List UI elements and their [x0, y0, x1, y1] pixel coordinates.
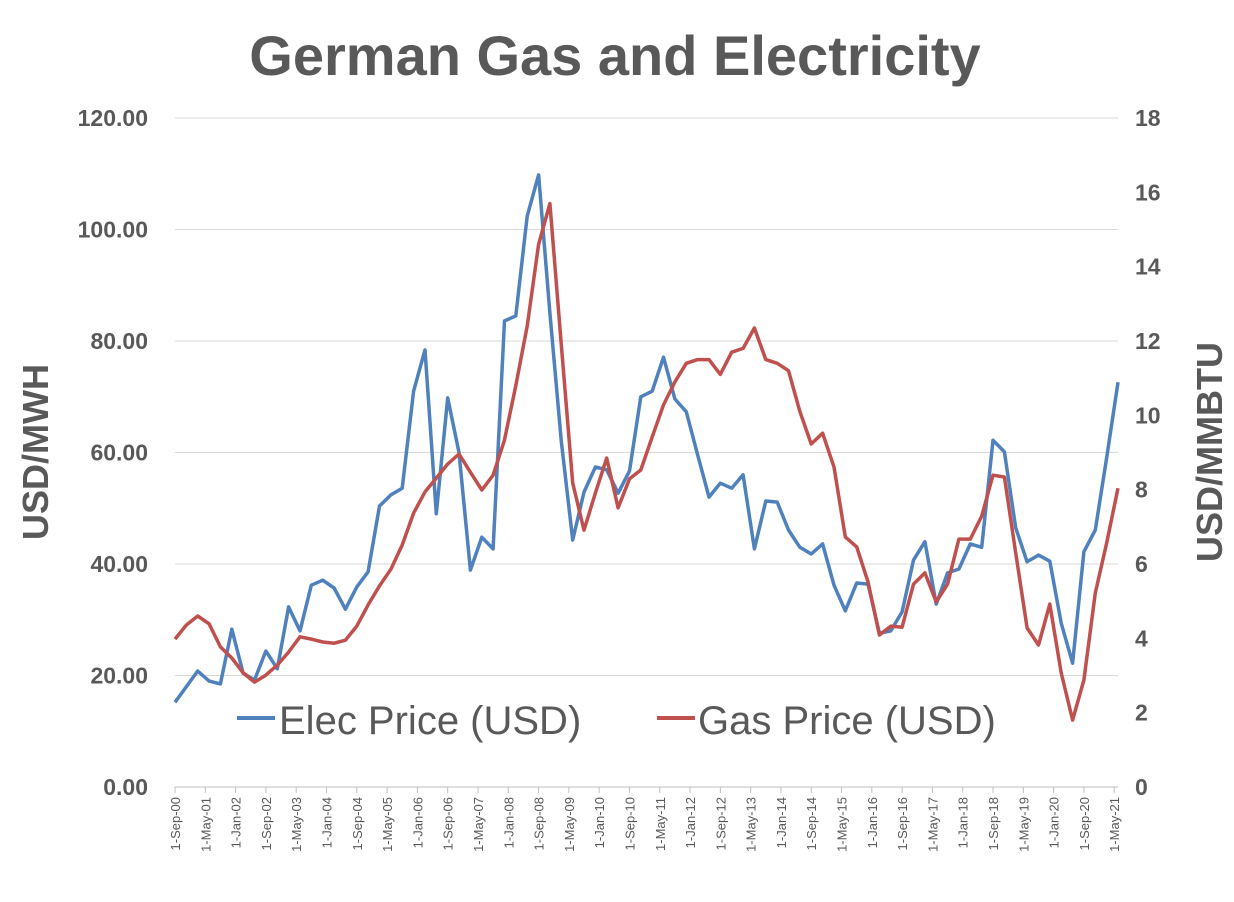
- left-tick-label: 120.00: [78, 105, 148, 131]
- x-tick-label: 1-May-01: [198, 797, 213, 852]
- x-tick-label: 1-Jan-04: [319, 797, 334, 848]
- x-tick-label: 1-Sep-18: [986, 797, 1001, 850]
- right-axis-title: USD/MMBTU: [1189, 342, 1230, 562]
- x-tick-label: 1-May-07: [471, 797, 486, 852]
- x-tick-label: 1-Sep-04: [350, 797, 365, 850]
- x-tick-label: 1-Sep-10: [622, 797, 637, 850]
- gas-price-line: [175, 204, 1118, 721]
- x-tick-label: 1-Sep-00: [168, 797, 183, 850]
- right-tick-label: 16: [1135, 179, 1161, 205]
- left-axis-ticks: 0.00 20.00 40.00 60.00 80.00 100.00 120.00: [78, 105, 148, 800]
- right-tick-label: 4: [1135, 625, 1148, 651]
- x-tick-label: 1-May-17: [925, 797, 940, 852]
- left-tick-label: 100.00: [78, 217, 148, 243]
- left-tick-label: 40.00: [90, 551, 148, 577]
- series-lines: [175, 175, 1118, 720]
- x-tick-label: 1-Jan-02: [229, 797, 244, 848]
- right-tick-label: 14: [1135, 254, 1161, 280]
- right-tick-label: 0: [1135, 774, 1148, 800]
- x-tick-label: 1-Jan-12: [683, 797, 698, 848]
- x-tick-label: 1-May-11: [653, 797, 668, 851]
- x-tick-label: 1-Jan-14: [774, 797, 789, 848]
- x-tick-label: 1-Jan-18: [956, 797, 971, 848]
- x-tick-label: 1-May-21: [1107, 797, 1122, 852]
- left-tick-label: 80.00: [90, 328, 148, 354]
- legend: Elec Price (USD) Gas Price (USD): [237, 699, 996, 743]
- x-tick-label: 1-Jan-06: [410, 797, 425, 848]
- left-axis-title: USD/MWH: [15, 364, 56, 540]
- right-tick-label: 2: [1135, 700, 1148, 726]
- left-tick-label: 60.00: [90, 440, 148, 466]
- x-tick-label: 1-May-15: [835, 797, 850, 852]
- x-tick-label: 1-Jan-10: [592, 797, 607, 848]
- x-tick-label: 1-Jan-16: [865, 797, 880, 848]
- x-axis-ticks: 1-Sep-00 1-May-01 1-Jan-02 1-Sep-02 1-May-03…: [168, 787, 1122, 852]
- left-tick-label: 0.00: [103, 774, 148, 800]
- right-tick-label: 6: [1135, 551, 1148, 577]
- x-tick-label: 1-Sep-06: [441, 797, 456, 850]
- x-tick-label: 1-Jan-08: [501, 797, 516, 848]
- x-tick-label: 1-May-19: [1016, 797, 1031, 852]
- x-tick-label: 1-Sep-16: [895, 797, 910, 850]
- x-tick-label: 1-Jan-20: [1047, 797, 1062, 848]
- right-axis-ticks: 0 2 4 6 8 10 12 14 16 18: [1135, 105, 1161, 800]
- x-tick-label: 1-May-09: [562, 797, 577, 852]
- legend-label-gas: Gas Price (USD): [698, 699, 996, 743]
- chart-title: German Gas and Electricity: [249, 24, 980, 87]
- right-tick-label: 10: [1135, 402, 1161, 428]
- x-tick-label: 1-May-13: [744, 797, 759, 852]
- right-tick-label: 8: [1135, 477, 1148, 503]
- x-tick-label: 1-May-05: [380, 797, 395, 852]
- x-tick-label: 1-Sep-20: [1077, 797, 1092, 850]
- right-tick-label: 12: [1135, 328, 1161, 354]
- x-tick-label: 1-Sep-14: [804, 797, 819, 850]
- x-tick-label: 1-May-03: [289, 797, 304, 852]
- legend-label-elec: Elec Price (USD): [279, 699, 581, 743]
- elec-price-line: [175, 175, 1118, 702]
- x-tick-label: 1-Sep-08: [532, 797, 547, 850]
- right-tick-label: 18: [1135, 105, 1161, 131]
- x-tick-label: 1-Sep-12: [713, 797, 728, 850]
- x-tick-label: 1-Sep-02: [259, 797, 274, 850]
- left-tick-label: 20.00: [90, 663, 148, 689]
